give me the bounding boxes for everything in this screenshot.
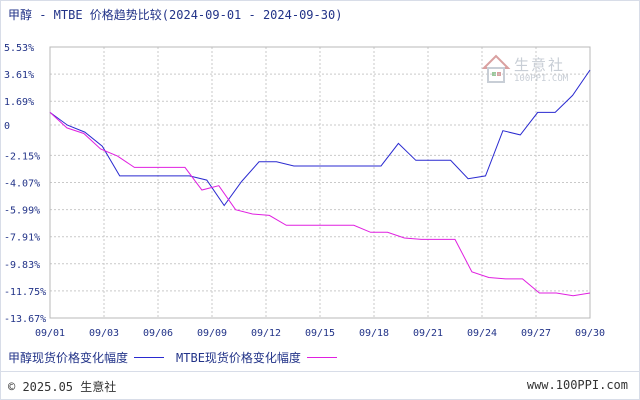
series-line-2: [49, 112, 591, 297]
y-tick-label: 5.53%: [4, 43, 34, 54]
y-tick-label: 0: [4, 121, 10, 132]
chart-title: 甲醇 - MTBE 价格趋势比较(2024-09-01 - 2024-09-30…: [8, 8, 343, 22]
y-tick-label: -2.15%: [4, 151, 40, 162]
legend-swatch-series1: [134, 357, 165, 358]
y-tick-label: 3.61%: [4, 70, 34, 81]
x-tick-label: 09/15: [305, 328, 335, 339]
series-line-1: [49, 69, 591, 207]
x-tick-label: 09/12: [251, 328, 281, 339]
x-tick-label: 09/03: [89, 328, 119, 339]
footer-site-link[interactable]: www.100PPI.com: [526, 378, 628, 392]
x-tick-label: 09/30: [575, 328, 605, 339]
x-tick-label: 09/18: [359, 328, 389, 339]
legend: 甲醇现货价格变化幅度 MTBE现货价格变化幅度: [8, 349, 349, 366]
watermark-name: 生意社: [514, 56, 566, 74]
x-tick-label: 09/09: [197, 328, 227, 339]
y-tick-label: 1.69%: [4, 97, 34, 108]
legend-swatch-series2: [306, 357, 337, 358]
y-tick-label: -7.91%: [4, 233, 40, 244]
y-tick-label: -4.07%: [4, 179, 40, 190]
x-tick-label: 09/21: [413, 328, 443, 339]
y-tick-label: -11.75%: [4, 287, 46, 298]
y-tick-label: -9.83%: [4, 260, 40, 271]
x-tick-label: 09/27: [521, 328, 551, 339]
chart-plot: 5.53% 3.61% 1.69% 0 -2.15% -4.07% -5.99% -7.91%…: [4, 43, 605, 339]
plot-area: [49, 46, 591, 319]
y-tick-label: -5.99%: [4, 206, 40, 217]
watermark-url: 100PPI.COM: [514, 74, 569, 84]
x-tick-label: 09/06: [143, 328, 173, 339]
legend-label-series2: MTBE现货价格变化幅度: [176, 351, 301, 365]
x-tick-label: 09/24: [467, 328, 497, 339]
footer-copyright: © 2025.05 生意社: [8, 380, 117, 394]
y-tick-label: -13.67%: [4, 314, 46, 325]
x-tick-label: 09/01: [35, 328, 65, 339]
legend-label-series1: 甲醇现货价格变化幅度: [8, 351, 129, 365]
footer: © 2025.05 生意社 www.100PPI.com: [0, 371, 640, 399]
